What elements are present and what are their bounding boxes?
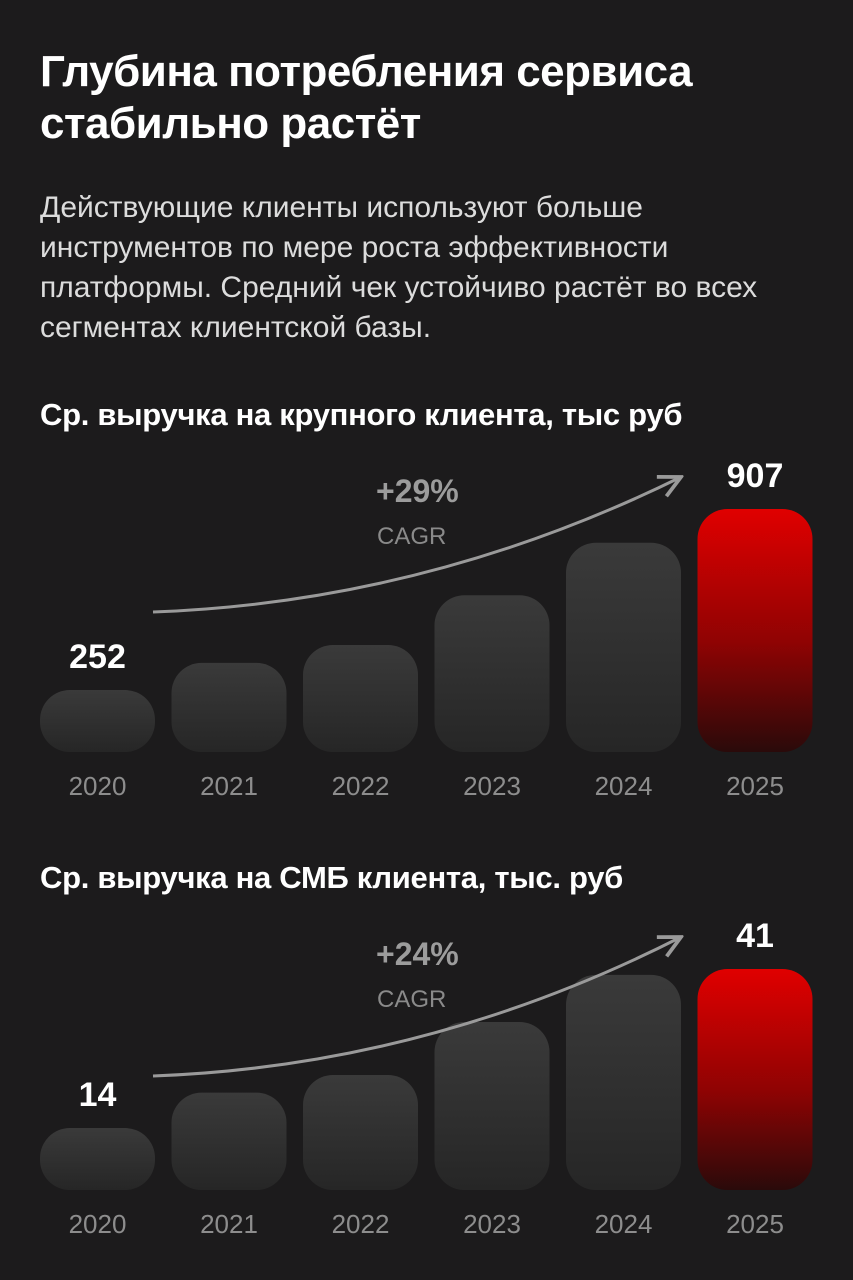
growth-caption: CAGR — [377, 523, 446, 550]
bar-2021 — [171, 1092, 287, 1190]
growth-arrow — [152, 477, 681, 614]
bar-chart-smb-clients: 2020 14 2021 2022 2023 2024 2025 41 +24% CAGR — [40, 917, 813, 1239]
bar-2023 — [434, 1022, 550, 1190]
chart-title-smb-clients: Ср. выручка на СМБ клиента, тыс. руб — [40, 860, 623, 895]
bar-2024 — [566, 542, 681, 752]
x-tick-label-2025: 2025 — [726, 1209, 784, 1239]
growth-label: +24% — [376, 936, 459, 972]
page-description: Действующие клиенты используют больше ин… — [40, 191, 758, 344]
bar-chart-large-clients: 2020 252 2021 2022 2023 2024 2025 907 +29% CAGR — [40, 457, 813, 801]
x-tick-label-2023: 2023 — [463, 1209, 521, 1239]
growth-label: +29% — [376, 473, 459, 509]
x-tick-label-2021: 2021 — [200, 771, 258, 801]
x-tick-label-2025: 2025 — [726, 771, 784, 801]
x-tick-label-2024: 2024 — [595, 1209, 653, 1239]
data-label-2025: 907 — [727, 457, 784, 495]
data-label-2025: 41 — [736, 917, 774, 955]
x-tick-label-2022: 2022 — [332, 771, 390, 801]
bar-2025 — [697, 509, 813, 752]
data-label-2020: 252 — [69, 638, 126, 676]
growth-arrow — [152, 937, 681, 1078]
bar-2025 — [697, 969, 813, 1190]
bar-2020 — [40, 690, 155, 752]
data-label-2020: 14 — [79, 1076, 117, 1114]
chart-title-large-clients: Ср. выручка на крупного клиента, тыс руб — [40, 397, 683, 432]
bar-2021 — [171, 662, 287, 752]
bar-2022 — [303, 1075, 418, 1190]
x-tick-label-2024: 2024 — [595, 771, 653, 801]
x-tick-label-2020: 2020 — [69, 1209, 127, 1239]
bar-2024 — [566, 974, 681, 1190]
bar-2020 — [40, 1128, 155, 1190]
x-tick-label-2023: 2023 — [463, 771, 521, 801]
x-tick-label-2021: 2021 — [200, 1209, 258, 1239]
x-tick-label-2020: 2020 — [69, 771, 127, 801]
bar-2022 — [303, 644, 418, 752]
page-title: Глубина потребления сервиса стабильно ра… — [40, 47, 693, 148]
growth-caption: CAGR — [377, 986, 446, 1013]
x-tick-label-2022: 2022 — [332, 1209, 390, 1239]
bar-2023 — [434, 595, 550, 752]
